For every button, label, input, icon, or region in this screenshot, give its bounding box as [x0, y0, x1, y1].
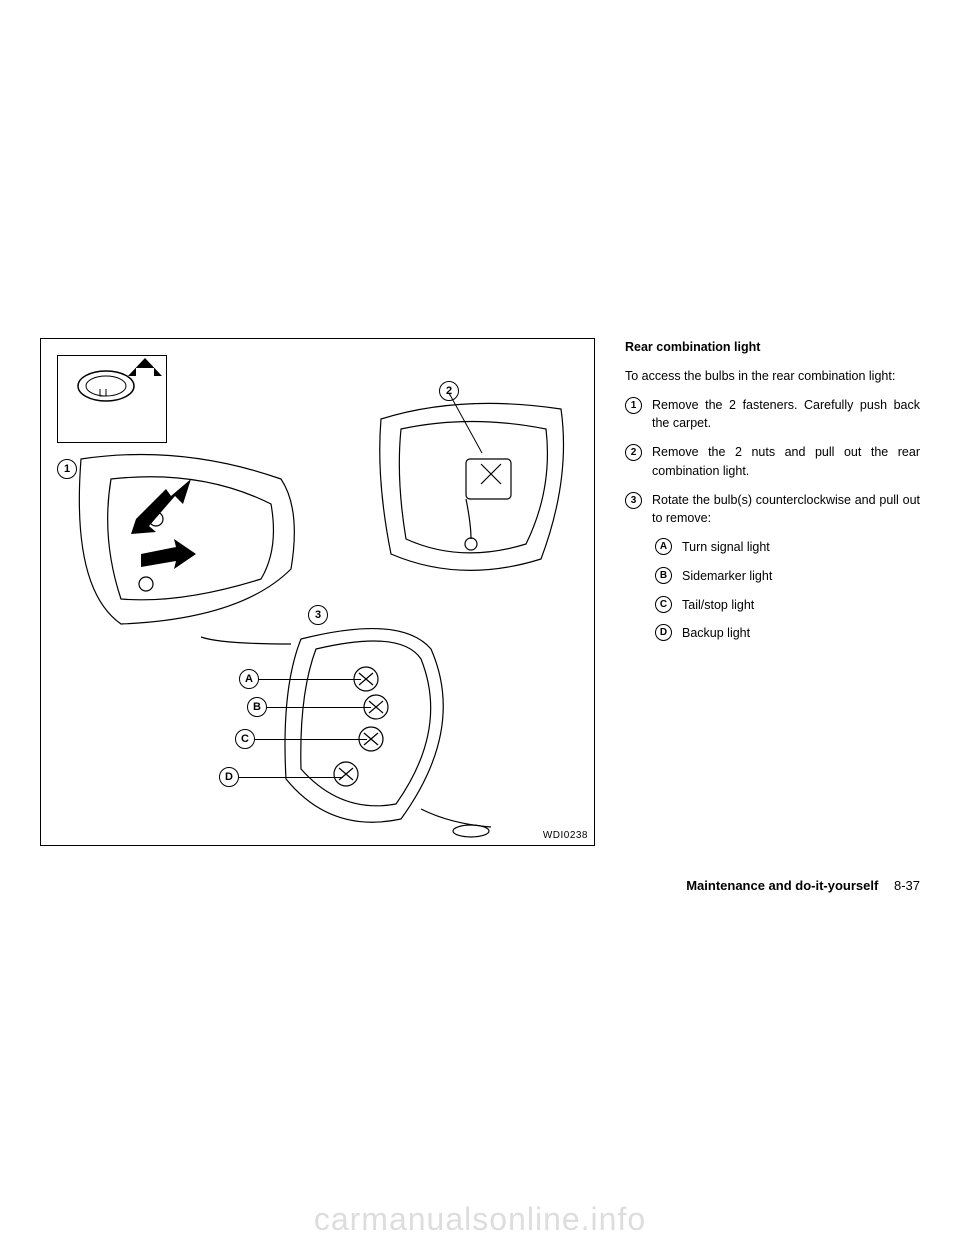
subitem-a-text: Turn signal light	[682, 538, 770, 557]
step-2-badge: 2	[625, 444, 642, 461]
content-row: 1 2	[40, 338, 920, 846]
sublist: A Turn signal light B Sidemarker light C…	[655, 538, 920, 643]
callout-d-badge: D	[219, 767, 239, 787]
callout-c-badge: C	[235, 729, 255, 749]
subitem-d-text: Backup light	[682, 624, 750, 643]
panel-3-sketch	[271, 609, 501, 839]
step-1-badge: 1	[625, 397, 642, 414]
step-2: 2 Remove the 2 nuts and pull out the rea…	[625, 443, 920, 481]
callout-1-badge: 1	[57, 459, 77, 479]
subitem-c-text: Tail/stop light	[682, 596, 754, 615]
step-3-badge: 3	[625, 492, 642, 509]
page-content: 1 2	[40, 338, 920, 846]
step-2-text: Remove the 2 nuts and pull out the rear …	[652, 443, 920, 481]
subitem-b-text: Sidemarker light	[682, 567, 772, 586]
figure-inset	[57, 355, 167, 443]
inset-illustration	[58, 356, 168, 444]
step-1-text: Remove the 2 fasteners. Carefully push b…	[652, 396, 920, 434]
subitem-b: B Sidemarker light	[655, 567, 920, 586]
callout-3-badge: 3	[308, 605, 328, 625]
subitem-d: D Backup light	[655, 624, 920, 643]
leader-a	[259, 679, 361, 680]
figure-label: WDI0238	[543, 830, 588, 841]
callout-a-badge: A	[239, 669, 259, 689]
callout-2-leaders	[449, 393, 529, 473]
text-column: Rear combination light To access the bul…	[625, 338, 920, 653]
step-1: 1 Remove the 2 fasteners. Carefully push…	[625, 396, 920, 434]
subitem-d-badge: D	[655, 624, 672, 641]
subitem-a: A Turn signal light	[655, 538, 920, 557]
subitem-b-badge: B	[655, 567, 672, 584]
subitem-c-badge: C	[655, 596, 672, 613]
leader-c	[255, 739, 367, 740]
panel-1-arrow2-icon	[141, 539, 201, 579]
heading: Rear combination light	[625, 338, 920, 357]
intro-text: To access the bulbs in the rear combinat…	[625, 367, 920, 386]
callout-b-badge: B	[247, 697, 267, 717]
leader-d	[239, 777, 343, 778]
footer-section: Maintenance and do-it-yourself	[686, 878, 878, 893]
footer-page: 8-37	[894, 878, 920, 893]
subitem-c: C Tail/stop light	[655, 596, 920, 615]
leader-b	[267, 707, 371, 708]
subitem-a-badge: A	[655, 538, 672, 555]
figure-box: 1 2	[40, 338, 595, 846]
step-3: 3 Rotate the bulb(s) counterclockwise an…	[625, 491, 920, 529]
page-footer: Maintenance and do-it-yourself 8-37	[686, 878, 920, 893]
panel-1-arrow-icon	[131, 474, 211, 544]
watermark: carmanualsonline.info	[0, 1201, 960, 1238]
step-3-text: Rotate the bulb(s) counterclockwise and …	[652, 491, 920, 529]
